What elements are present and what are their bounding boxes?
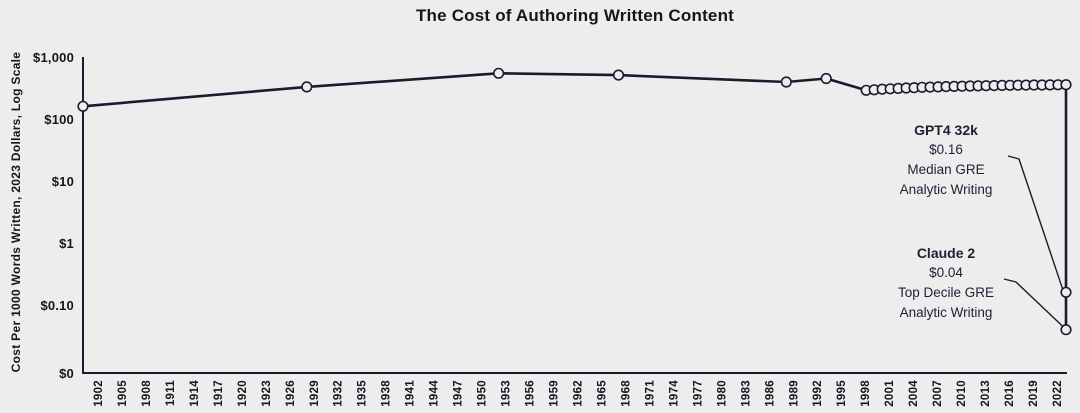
x-tick-label: 1965 [597, 380, 609, 407]
data-point-marker [77, 100, 89, 112]
x-tick-label: 1986 [764, 380, 776, 407]
annotation-callout-line [1007, 155, 1064, 289]
x-tick-label: 1962 [573, 380, 585, 407]
x-tick-label: 2001 [884, 380, 896, 407]
data-point-marker [1060, 324, 1072, 336]
x-tick-label: 1920 [237, 380, 249, 407]
annotation-benchmark-line2: Analytic Writing [899, 182, 993, 197]
x-tick-label: 2016 [1004, 380, 1016, 407]
x-tick-label: 1995 [836, 380, 848, 407]
data-point-marker [1060, 286, 1072, 298]
x-tick-label: 2022 [1052, 380, 1064, 407]
x-tick-label: 1917 [213, 380, 225, 407]
y-tick-label: $0 [59, 366, 74, 381]
x-tick-label: 2013 [980, 380, 992, 407]
x-tick-label: 1935 [357, 380, 369, 407]
x-tick-label: 1923 [261, 380, 273, 407]
y-tick-label: $100 [44, 112, 74, 127]
x-tick-label: 1926 [285, 380, 297, 407]
annotation-claude-2: Claude 2 $0.04 Top Decile GRE Analytic W… [864, 243, 1028, 323]
x-tick-label: 1959 [549, 380, 561, 407]
x-tick-label: 2010 [956, 380, 968, 407]
y-tick-label: $0.10 [40, 298, 74, 313]
annotation-gpt4-32k: GPT4 32k $0.16 Median GRE Analytic Writi… [864, 120, 1028, 200]
x-tick-label: 1944 [429, 380, 441, 407]
x-tick-label: 1947 [453, 380, 465, 407]
x-tick-label: 1998 [860, 380, 872, 407]
data-point-marker [612, 69, 625, 81]
annotation-benchmark-line1: Top Decile GRE [897, 285, 995, 300]
x-tick-label: 2004 [908, 380, 920, 407]
x-tick-label: 1980 [716, 380, 728, 407]
y-tick-label: $10 [52, 174, 74, 189]
data-point-marker [820, 72, 832, 85]
x-tick-label: 1950 [477, 380, 489, 407]
y-tick-label: $1 [59, 236, 74, 251]
x-tick-label: 1932 [333, 380, 345, 407]
y-tick-label: $1,000 [33, 50, 74, 65]
annotation-callout-line [1003, 278, 1063, 327]
x-tick-label: 1908 [141, 380, 153, 407]
x-tick-label: 1977 [692, 380, 704, 407]
annotation-cost-value: $0.16 [929, 142, 963, 157]
x-tick-label: 1971 [644, 380, 656, 407]
x-tick-label: 2007 [932, 380, 944, 407]
x-tick-label: 1929 [309, 380, 321, 407]
x-tick-label: 1953 [501, 380, 513, 407]
annotation-model-name: Claude 2 [916, 245, 976, 261]
data-point-marker [1060, 79, 1072, 91]
chart-title: The Cost of Authoring Written Content [415, 6, 735, 25]
annotation-cost-value: $0.04 [929, 265, 963, 280]
data-point-marker [301, 81, 313, 93]
x-tick-label: 1914 [189, 380, 201, 407]
x-tick-label: 1956 [525, 380, 537, 407]
x-tick-label: 1983 [740, 380, 752, 407]
x-tick-label: 1992 [812, 380, 824, 407]
x-tick-label: 1974 [668, 380, 680, 407]
data-point-marker [493, 67, 505, 79]
x-tick-label: 1989 [788, 380, 800, 407]
x-tick-label: 1968 [620, 380, 632, 407]
annotation-model-name: GPT4 32k [914, 122, 978, 138]
x-tick-label: 1941 [405, 380, 417, 407]
x-tick-label: 1905 [117, 380, 129, 407]
data-point-marker [780, 76, 792, 88]
x-tick-label: 1911 [165, 380, 177, 406]
annotation-benchmark-line2: Analytic Writing [899, 305, 993, 320]
x-tick-label: 2019 [1028, 380, 1040, 407]
annotation-benchmark-line1: Median GRE [907, 162, 985, 177]
x-tick-label: 1902 [93, 380, 105, 407]
x-tick-label: 1938 [381, 380, 393, 407]
